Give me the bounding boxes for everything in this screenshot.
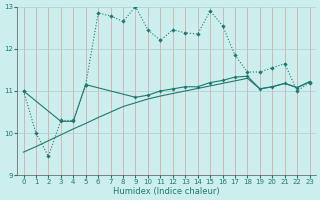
X-axis label: Humidex (Indice chaleur): Humidex (Indice chaleur) [113, 187, 220, 196]
